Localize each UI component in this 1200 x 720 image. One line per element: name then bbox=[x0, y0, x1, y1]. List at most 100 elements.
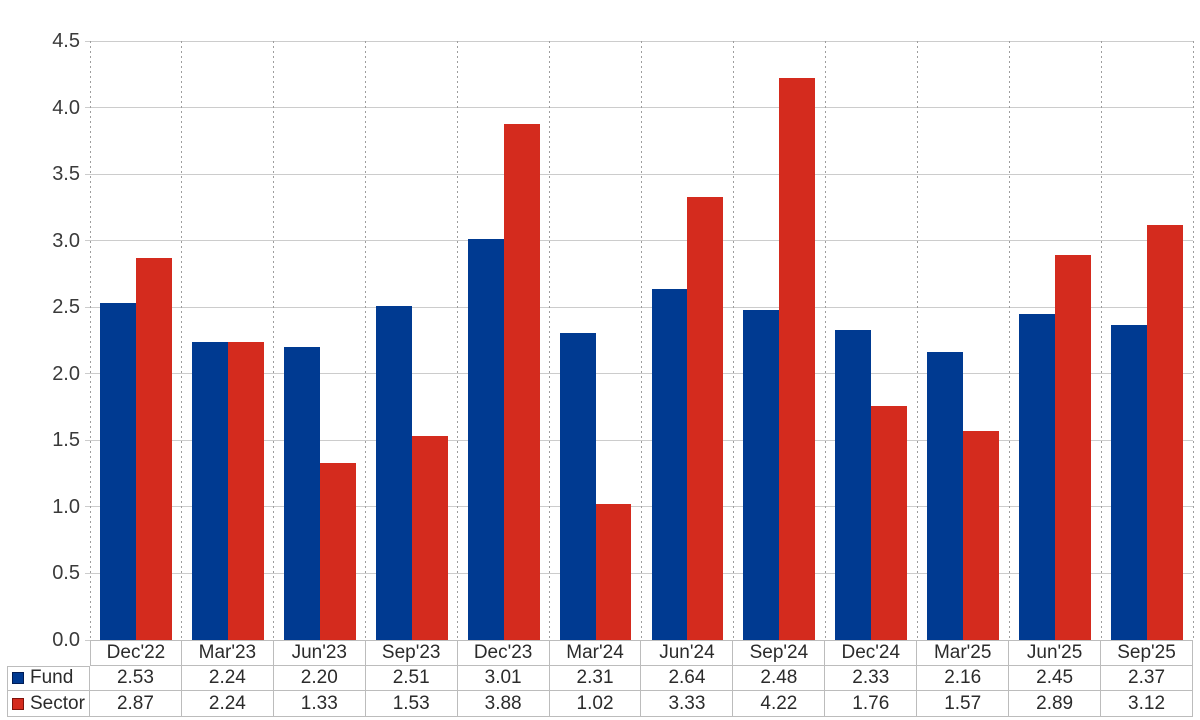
sector-bar bbox=[503, 123, 540, 640]
sector-bar bbox=[871, 405, 908, 640]
table-header-cell: Dec'22 bbox=[90, 640, 182, 666]
y-axis-tick-label: 3.5 bbox=[52, 163, 80, 186]
fund-value-cell: 3.01 bbox=[457, 665, 550, 692]
legend-label: Fund bbox=[30, 667, 74, 689]
legend-cell-sector: Sector bbox=[7, 691, 90, 717]
y-axis-tick-label: 3.0 bbox=[52, 229, 80, 252]
fund-bar bbox=[100, 303, 136, 640]
y-axis-tick-label: 2.0 bbox=[52, 362, 80, 385]
y-axis-tick-label: 0.5 bbox=[52, 562, 80, 585]
sector-bar bbox=[1147, 224, 1183, 640]
table-header-cell: Mar'23 bbox=[181, 640, 274, 666]
h-gridline bbox=[85, 306, 1193, 308]
sector-value-cell: 3.88 bbox=[457, 691, 550, 717]
sector-value-cell: 3.12 bbox=[1101, 691, 1193, 717]
fund-bar bbox=[743, 309, 780, 640]
h-gridline bbox=[85, 107, 1193, 109]
legend-label: Sector bbox=[30, 692, 85, 714]
sector-value-cell: 4.22 bbox=[733, 691, 826, 717]
sector-bar bbox=[779, 78, 816, 640]
v-gridline bbox=[1008, 41, 1010, 640]
fund-value-cell: 2.53 bbox=[90, 665, 182, 692]
table-header-cell: Jun'24 bbox=[641, 640, 734, 666]
fund-value-cell: 2.48 bbox=[733, 665, 826, 692]
y-axis-tick-label: 4.5 bbox=[52, 30, 80, 52]
data-table: Dec'22 Mar'23 Jun'23 Sep'23 Dec'23 Mar'24 Jun'… bbox=[7, 640, 1193, 717]
fund-value-cell: 2.51 bbox=[365, 665, 458, 692]
table-header-cell: Dec'24 bbox=[825, 640, 918, 666]
v-gridline bbox=[641, 41, 642, 640]
fund-bar bbox=[1019, 313, 1056, 640]
table-header-cell: Sep'24 bbox=[733, 640, 826, 666]
fund-value-cell: 2.20 bbox=[273, 665, 366, 692]
sector-value-cell: 1.02 bbox=[549, 691, 642, 717]
sector-swatch-icon bbox=[12, 697, 24, 710]
fund-value-cell: 2.31 bbox=[549, 665, 642, 692]
fund-value-cell: 2.45 bbox=[1009, 665, 1102, 692]
v-gridline bbox=[732, 41, 734, 640]
table-header-cell: Jun'25 bbox=[1009, 640, 1102, 666]
fund-bar bbox=[1111, 324, 1148, 640]
sector-bar bbox=[1055, 255, 1092, 640]
legend-cell-fund: Fund bbox=[7, 665, 90, 692]
fund-bar bbox=[927, 352, 964, 640]
fund-bar bbox=[559, 332, 596, 640]
v-gridline bbox=[916, 41, 918, 640]
h-gridline bbox=[85, 240, 1193, 242]
sector-bar bbox=[963, 431, 1000, 640]
v-gridline bbox=[1192, 41, 1194, 640]
fund-value-cell: 2.37 bbox=[1101, 665, 1193, 692]
v-gridline bbox=[549, 41, 551, 640]
h-gridline bbox=[85, 572, 1193, 574]
y-axis-tick-label: 1.5 bbox=[52, 429, 80, 452]
fund-bar bbox=[375, 305, 412, 640]
v-gridline bbox=[273, 41, 275, 640]
fund-bar bbox=[283, 347, 320, 640]
sector-value-cell: 1.33 bbox=[273, 691, 366, 717]
v-gridline bbox=[365, 41, 367, 640]
h-gridline bbox=[85, 373, 1193, 375]
fund-bar bbox=[467, 239, 504, 640]
sector-bar bbox=[227, 341, 264, 640]
fund-bar bbox=[835, 329, 872, 640]
sector-value-cell: 1.57 bbox=[917, 691, 1010, 717]
sector-value-cell: 2.89 bbox=[1009, 691, 1102, 717]
v-gridline bbox=[89, 41, 91, 640]
v-gridline bbox=[824, 41, 826, 640]
h-gridline bbox=[85, 40, 1193, 42]
v-gridline bbox=[457, 41, 459, 640]
fund-bar bbox=[191, 341, 228, 640]
v-gridline bbox=[1100, 41, 1102, 640]
sector-bar bbox=[411, 436, 448, 640]
fund-bar bbox=[651, 288, 688, 640]
h-gridline bbox=[85, 439, 1193, 441]
table-header-cell: Jun'23 bbox=[273, 640, 366, 666]
y-axis-tick-label: 4.0 bbox=[52, 96, 80, 119]
sector-value-cell: 2.87 bbox=[90, 691, 182, 717]
sector-value-cell: 1.76 bbox=[825, 691, 918, 717]
fund-value-cell: 2.64 bbox=[641, 665, 734, 692]
sector-bar bbox=[319, 462, 356, 640]
y-axis-tick-label: 2.5 bbox=[52, 296, 80, 319]
fund-swatch-icon bbox=[12, 672, 24, 685]
v-gridline bbox=[181, 41, 183, 640]
table-corner-cell bbox=[7, 640, 90, 666]
sector-value-cell: 2.24 bbox=[181, 691, 274, 717]
sector-value-cell: 1.53 bbox=[365, 691, 458, 717]
sector-value-cell: 3.33 bbox=[641, 691, 734, 717]
h-gridline bbox=[85, 173, 1193, 175]
y-axis-tick-label: 1.0 bbox=[52, 495, 80, 518]
table-header-cell: Mar'24 bbox=[549, 640, 642, 666]
table-header-cell: Sep'23 bbox=[365, 640, 458, 666]
table-header-cell: Dec'23 bbox=[457, 640, 550, 666]
sector-bar bbox=[595, 504, 632, 640]
sector-bar bbox=[135, 257, 172, 640]
fund-value-cell: 2.33 bbox=[825, 665, 918, 692]
h-gridline bbox=[85, 506, 1193, 508]
fund-value-cell: 2.24 bbox=[181, 665, 274, 692]
y-axis-tick-label: 0.0 bbox=[52, 629, 80, 651]
table-header-cell: Sep'25 bbox=[1101, 640, 1193, 666]
table-header-cell: Mar'25 bbox=[917, 640, 1010, 666]
